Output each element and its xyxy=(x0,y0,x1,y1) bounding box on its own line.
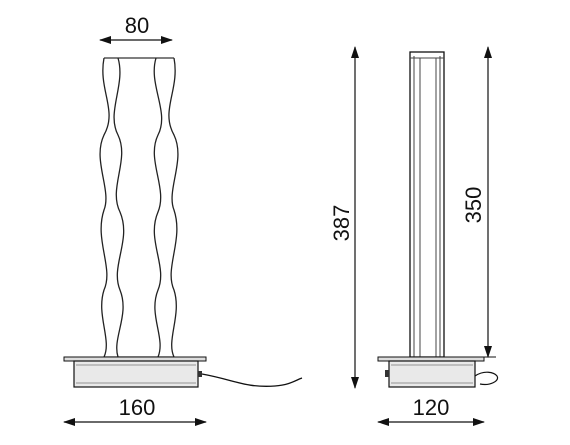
power-cable-side xyxy=(474,371,499,386)
lamp-body-front xyxy=(99,57,179,358)
lamp-column-side xyxy=(409,51,445,358)
label-body-height: 350 xyxy=(461,187,486,224)
dimension-base-depth: 120 xyxy=(377,395,485,426)
label-overall-height: 387 xyxy=(329,205,354,242)
label-base-depth: 120 xyxy=(413,395,450,420)
dimension-base-width: 160 xyxy=(63,395,207,426)
label-base-width: 160 xyxy=(119,395,156,420)
dimension-top-width: 80 xyxy=(99,13,173,44)
base-top-plate-side xyxy=(377,356,485,362)
base-top-plate xyxy=(63,356,207,362)
front-view: 80 160 xyxy=(63,13,303,426)
lamp-base-side xyxy=(377,356,485,388)
lamp-base-front xyxy=(63,356,207,388)
dimension-body-height: 350 xyxy=(461,46,496,358)
dimension-overall-height: 387 xyxy=(329,46,359,389)
column-outline xyxy=(409,51,445,358)
power-cable-front xyxy=(201,373,303,387)
side-view: 387 350 120 xyxy=(329,46,499,426)
label-top-width: 80 xyxy=(125,13,149,38)
